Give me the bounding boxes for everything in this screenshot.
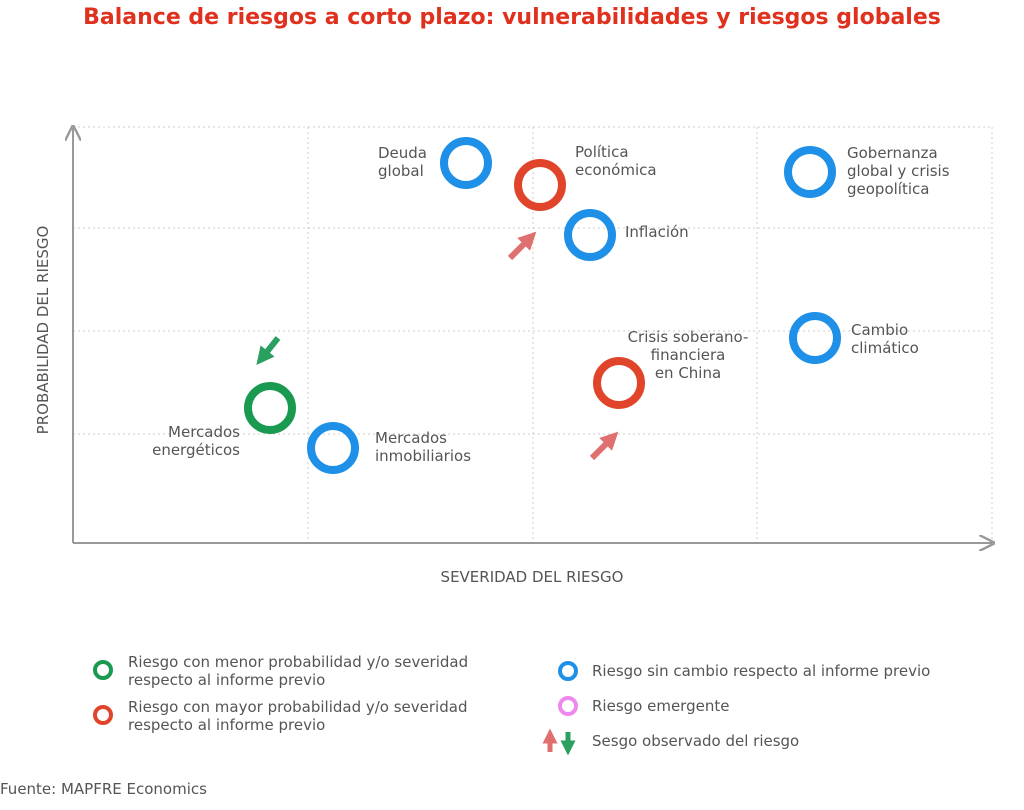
legend-label: Riesgo con mayor probabilidad y/o severi…	[128, 698, 467, 734]
legend-label: Riesgo sin cambio respecto al informe pr…	[592, 662, 930, 680]
legend: Riesgo con menor probabilidad y/o severi…	[93, 653, 930, 756]
arrows	[256, 231, 619, 461]
node-label: Deuda global	[378, 144, 427, 180]
node-labels: Deuda global Política económica Inflación …	[152, 143, 950, 465]
risk-circles	[244, 137, 841, 474]
node-label: Mercados energéticos	[152, 423, 240, 459]
title: Balance de riesgos a corto plazo: vulner…	[83, 5, 941, 30]
source: Fuente: MAPFRE Economics	[0, 780, 207, 798]
node-label: Gobernanza global y crisis geopolítica	[847, 144, 950, 198]
node-label: Crisis soberano-financiera en China	[628, 328, 749, 382]
legend-label: Riesgo emergente	[592, 697, 729, 715]
node-label: Inflación	[625, 223, 689, 241]
legend-label: Sesgo observado del riesgo	[592, 732, 799, 750]
y-axis-label: PROBABILIDAD DEL RIESGO	[34, 226, 52, 435]
node-label: Mercados inmobiliarios	[375, 429, 471, 465]
node-label: Política económica	[575, 143, 657, 179]
x-axis-label: SEVERIDAD DEL RIESGO	[441, 568, 624, 586]
node-label: Cambio climático	[851, 321, 919, 357]
legend-label: Riesgo con menor probabilidad y/o severi…	[128, 653, 468, 689]
